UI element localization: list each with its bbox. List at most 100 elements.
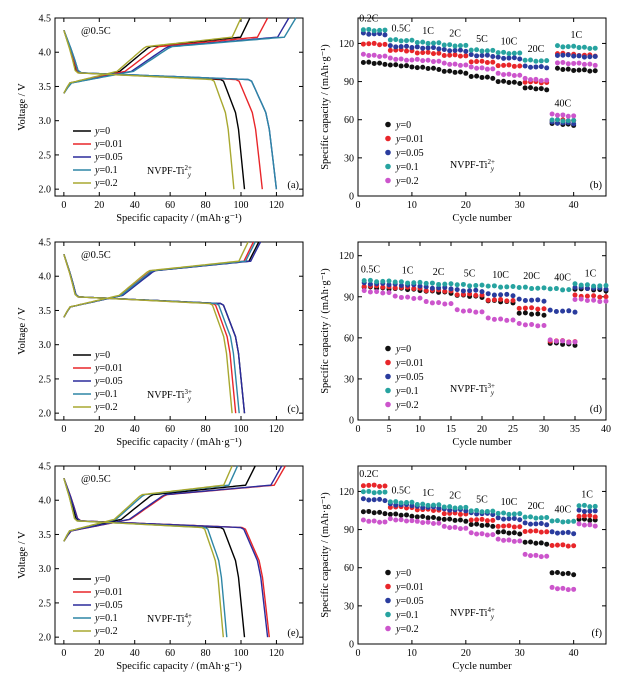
data-point-y=0.1 (554, 117, 560, 123)
data-point-y=0.2 (522, 551, 528, 557)
data-point-y=0.2 (417, 295, 423, 301)
legend-label: y=0 (395, 344, 411, 355)
data-point-y=0.2 (360, 517, 366, 523)
x-axis-label: Cycle number (452, 213, 512, 224)
data-point-y=0.05 (565, 52, 571, 58)
data-point-y=0.2 (529, 321, 535, 327)
data-point-y=0.1 (473, 282, 479, 288)
data-point-y=0.01 (576, 513, 582, 519)
data-point-y=0.05 (511, 515, 517, 521)
x-tick-label: 15 (446, 424, 456, 435)
y-tick-label: 4.0 (39, 272, 52, 283)
data-point-y=0 (506, 80, 512, 86)
data-point-y=0.05 (463, 48, 469, 54)
data-point-y=0.05 (490, 53, 496, 59)
data-point-y=0.2 (506, 71, 512, 77)
rate-label: @0.5C (81, 474, 111, 485)
data-point-y=0.2 (430, 521, 436, 527)
y-tick-label: 60 (344, 115, 354, 126)
data-point-y=0.1 (405, 280, 411, 286)
data-point-y=0.05 (436, 505, 442, 511)
x-tick-label: 80 (201, 200, 211, 211)
data-point-y=0.1 (409, 499, 415, 505)
data-point-y=0.1 (423, 280, 429, 286)
legend-label: y=0.1 (94, 389, 118, 400)
data-point-y=0.2 (468, 530, 474, 536)
x-tick-label: 80 (201, 648, 211, 659)
y-tick-label: 3.5 (39, 82, 52, 93)
data-point-y=0 (404, 512, 410, 518)
data-point-y=0.1 (572, 281, 578, 287)
data-point-y=0 (479, 522, 485, 528)
data-point-y=0.1 (591, 283, 597, 289)
data-point-y=0.01 (360, 483, 366, 489)
charge-curve-y=0.2 (63, 241, 249, 318)
data-point-y=0 (517, 80, 523, 86)
data-point-y=0.05 (510, 293, 516, 299)
data-point-y=0.01 (491, 297, 497, 303)
data-point-y=0.2 (442, 301, 448, 307)
y-axis-label: Voltage / V (17, 83, 28, 131)
data-point-y=0.05 (541, 298, 547, 304)
data-point-y=0 (474, 521, 480, 527)
x-axis-label: Cycle number (452, 437, 512, 448)
data-point-y=0.2 (572, 339, 578, 345)
data-point-y=0.01 (504, 298, 510, 304)
legend-marker (385, 345, 391, 352)
panel-label: (a) (287, 180, 299, 191)
data-point-y=0.1 (463, 504, 469, 510)
data-point-y=0.01 (457, 53, 463, 59)
data-point-y=0.1 (436, 502, 442, 508)
y-tick-label: 30 (344, 601, 354, 612)
data-point-y=0.05 (386, 282, 392, 288)
rate-step-label: 20C (528, 501, 545, 512)
rate-step-label: 1C (422, 488, 434, 499)
data-point-y=0.2 (392, 293, 398, 299)
data-point-y=0.05 (572, 285, 578, 291)
data-point-y=0.1 (398, 279, 404, 285)
data-point-y=0.1 (479, 509, 485, 515)
data-point-y=0 (554, 569, 560, 575)
rate-panel-1: 0 10 20 30 40 0 30 60 90 120 Cycle number Specific … (320, 13, 607, 224)
data-point-y=0.1 (560, 118, 566, 124)
data-point-y=0.2 (366, 518, 372, 524)
data-point-y=0.05 (576, 507, 582, 513)
data-point-y=0 (554, 65, 560, 71)
data-point-y=0.01 (529, 305, 535, 311)
data-point-y=0.01 (522, 305, 528, 311)
data-point-y=0 (463, 70, 469, 76)
data-point-y=0.01 (565, 543, 571, 549)
data-point-y=0 (495, 79, 501, 85)
data-point-y=0.2 (367, 289, 373, 295)
data-point-y=0.05 (549, 529, 555, 535)
y-tick-label: 90 (344, 525, 354, 536)
data-point-y=0.1 (544, 58, 550, 64)
data-point-y=0.01 (485, 297, 491, 303)
data-point-y=0.1 (533, 515, 539, 521)
data-point-y=0.1 (371, 490, 377, 496)
data-point-y=0 (457, 69, 463, 75)
data-point-y=0.1 (571, 518, 577, 524)
data-point-y=0.05 (554, 53, 560, 59)
data-point-y=0.05 (442, 285, 448, 291)
data-point-y=0.01 (522, 528, 528, 534)
data-point-y=0.05 (366, 497, 372, 503)
y-tick-label: 90 (344, 292, 354, 303)
data-point-y=0.2 (553, 338, 559, 344)
data-point-y=0 (360, 509, 366, 515)
data-point-y=0.2 (411, 295, 417, 301)
data-point-y=0.2 (420, 58, 426, 64)
data-point-y=0.01 (468, 517, 474, 523)
data-point-y=0.1 (511, 50, 517, 56)
data-point-y=0.1 (517, 511, 523, 517)
data-point-y=0 (592, 68, 598, 74)
data-point-y=0.2 (528, 77, 534, 83)
data-point-y=0.2 (533, 76, 539, 82)
data-point-y=0.01 (474, 517, 480, 523)
x-tick-label: 30 (515, 200, 525, 211)
y-tick-label: 3.0 (39, 564, 52, 575)
x-tick-label: 20 (94, 200, 104, 211)
rate-panel-5: 0 10 20 30 40 0 30 60 90 120 Cycle number Specific … (320, 465, 607, 672)
data-point-y=0.05 (409, 503, 415, 509)
data-point-y=0.05 (528, 64, 534, 70)
